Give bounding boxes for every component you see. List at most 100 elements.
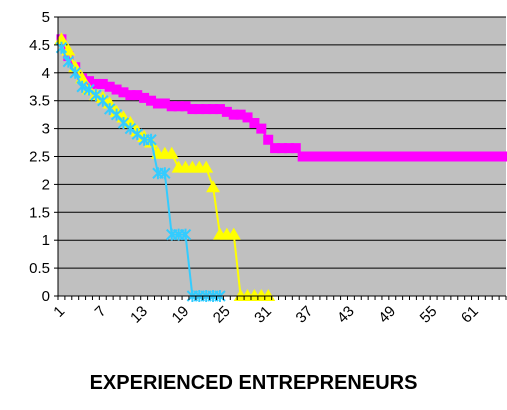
data-point xyxy=(132,90,143,101)
data-point xyxy=(180,101,191,112)
gridlines xyxy=(58,16,506,269)
data-point xyxy=(228,109,239,120)
data-point xyxy=(263,134,274,145)
data-point xyxy=(352,151,363,162)
x-tick-label: 7 xyxy=(92,303,110,321)
data-point xyxy=(428,151,439,162)
data-point xyxy=(449,151,460,162)
data-point xyxy=(69,66,81,79)
x-tick-label: 31 xyxy=(251,303,275,327)
data-point xyxy=(463,151,474,162)
data-point xyxy=(435,151,446,162)
data-point xyxy=(373,151,384,162)
data-point xyxy=(277,143,287,154)
data-point xyxy=(111,84,122,95)
x-tick-label: 19 xyxy=(169,303,193,327)
data-point xyxy=(318,151,329,162)
data-point xyxy=(394,151,405,162)
data-point xyxy=(206,180,221,193)
data-point xyxy=(194,104,205,115)
data-point xyxy=(490,151,501,162)
data-point xyxy=(304,151,315,162)
x-tick-label: 25 xyxy=(210,303,234,327)
data-point xyxy=(159,98,170,109)
data-point xyxy=(297,151,308,162)
axes xyxy=(54,16,507,300)
data-point xyxy=(283,143,294,154)
data-point xyxy=(345,151,356,162)
data-point xyxy=(339,151,350,162)
data-point xyxy=(208,104,219,115)
data-point xyxy=(97,78,108,89)
data-point xyxy=(146,95,157,106)
data-point xyxy=(359,151,370,162)
data-point xyxy=(118,87,129,98)
y-tick-label: 2 xyxy=(42,176,50,193)
data-point xyxy=(256,123,267,134)
x-tick-label: 1 xyxy=(50,303,68,321)
data-point xyxy=(164,146,179,159)
data-point xyxy=(311,151,322,162)
y-tick-label: 2.5 xyxy=(29,149,50,166)
data-point xyxy=(159,167,171,180)
data-point xyxy=(199,160,214,173)
y-tick-label: 0.5 xyxy=(29,260,50,277)
series-1 xyxy=(56,34,507,162)
data-point xyxy=(226,227,241,240)
data-point xyxy=(187,104,198,115)
series-layer xyxy=(54,32,507,302)
data-point xyxy=(110,108,123,121)
x-tick-label: 55 xyxy=(417,303,441,327)
data-point xyxy=(214,104,225,115)
data-point xyxy=(325,151,336,162)
data-point xyxy=(76,80,88,93)
x-tick-label: 61 xyxy=(458,303,482,327)
data-point xyxy=(366,151,377,162)
line-chart: 0 0.5 1 1.5 2 2.5 3 3.5 4 4.5 5 1 7 13 19 25 31 37 43 49 55 6… xyxy=(29,9,507,327)
y-tick-label: 3.5 xyxy=(29,93,50,110)
chart-title: EXPERIENCED ENTREPRENEURS xyxy=(89,372,418,394)
x-tick-label: 43 xyxy=(334,303,358,327)
y-tick-label: 4.5 xyxy=(29,37,50,54)
data-point xyxy=(90,78,101,89)
data-point xyxy=(456,151,467,162)
x-tick-label: 37 xyxy=(293,303,317,327)
data-point xyxy=(332,151,343,162)
data-point xyxy=(469,151,480,162)
data-point xyxy=(84,76,95,87)
data-point xyxy=(166,101,177,112)
data-point xyxy=(497,151,507,162)
data-point xyxy=(235,109,246,120)
x-tick-label: 49 xyxy=(375,303,399,327)
y-tick-label: 5 xyxy=(42,9,50,26)
x-tick-label: 13 xyxy=(127,303,151,327)
data-point xyxy=(421,151,432,162)
data-point xyxy=(380,151,391,162)
data-point xyxy=(407,151,418,162)
data-point xyxy=(97,94,109,107)
data-point xyxy=(145,133,157,146)
data-point xyxy=(387,151,398,162)
data-point xyxy=(476,151,487,162)
data-point xyxy=(242,112,253,123)
y-tick-label: 0 xyxy=(42,288,50,305)
data-point xyxy=(125,90,136,101)
y-tick-label: 1.5 xyxy=(29,204,50,221)
data-point xyxy=(201,104,212,115)
data-point xyxy=(139,92,150,103)
data-point xyxy=(179,228,192,241)
data-point xyxy=(173,101,184,112)
data-point xyxy=(104,81,115,92)
data-point xyxy=(62,55,75,68)
data-point xyxy=(401,151,412,162)
data-point xyxy=(152,98,163,109)
data-point xyxy=(290,143,301,154)
data-point xyxy=(221,106,232,117)
data-point xyxy=(483,151,494,162)
data-point xyxy=(414,151,425,162)
y-tick-label: 1 xyxy=(42,232,50,249)
y-tick-label: 3 xyxy=(42,121,50,138)
data-point xyxy=(442,151,453,162)
data-point xyxy=(249,118,260,129)
y-tick-label: 4 xyxy=(42,65,50,82)
